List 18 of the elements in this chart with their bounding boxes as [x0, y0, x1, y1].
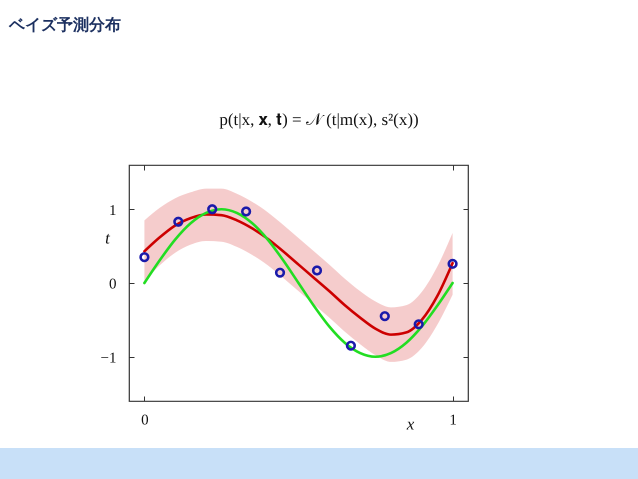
point [173, 216, 184, 227]
point [414, 319, 424, 330]
text: p(t|x, 𝐱, 𝐭) = 𝒩 (t|m(x), s²(x)) [219, 110, 419, 130]
point [139, 252, 150, 262]
point [207, 204, 218, 214]
y-tick-label: 1 [109, 202, 116, 219]
point [380, 311, 390, 322]
chart-title: ベイズ予測分布 [9, 15, 121, 36]
line-series [143, 213, 454, 336]
y-tick-label: −1 [100, 350, 116, 366]
point [312, 265, 322, 276]
point [274, 268, 286, 278]
point [241, 206, 252, 217]
y-axis-title: t [105, 228, 112, 248]
y-tick-label: 0 [109, 276, 116, 292]
point [447, 258, 458, 269]
point [346, 340, 356, 351]
x-axis-title: x [406, 414, 415, 434]
